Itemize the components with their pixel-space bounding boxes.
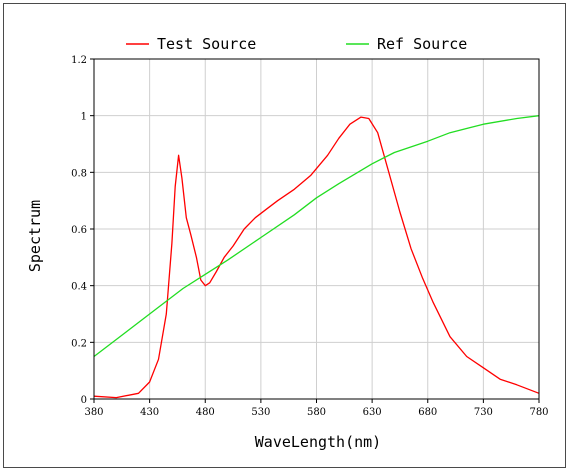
y-tick-label: 0.6	[71, 225, 87, 236]
y-tick-label: 0	[81, 395, 87, 406]
x-axis-label: WaveLength(nm)	[255, 433, 381, 451]
series-line-test-source	[93, 116, 540, 399]
x-tick-label: 580	[307, 407, 326, 418]
x-tick-label: 530	[251, 407, 270, 418]
x-tick-label: 480	[196, 407, 215, 418]
y-tick-label: 1	[81, 112, 87, 123]
x-tick-label: 380	[84, 407, 103, 418]
chart-frame: 380 430 480 530 580 630 680 730 780 0 0.2 0.4 0.6 0.8…	[3, 3, 566, 468]
legend-label-ref-source: Ref Source	[377, 35, 467, 53]
y-tick-label: 1.2	[71, 55, 87, 66]
legend-label-test-source: Test Source	[157, 35, 256, 53]
legend: Test Source Ref Source	[126, 35, 467, 53]
x-tick-label: 730	[474, 407, 493, 418]
x-tick-label: 680	[418, 407, 437, 418]
series-lines	[93, 115, 540, 399]
y-tick-label: 0.4	[71, 282, 87, 293]
y-tick-label: 0.2	[71, 338, 87, 349]
x-tick-label: 630	[363, 407, 382, 418]
x-tick-label: 430	[140, 407, 159, 418]
spectrum-chart: 380 430 480 530 580 630 680 730 780 0 0.2 0.4 0.6 0.8…	[26, 35, 549, 451]
y-tick-label: 0.8	[71, 168, 87, 179]
plot-area	[93, 58, 540, 400]
series-line-ref-source	[93, 115, 540, 358]
y-axis-label: Spectrum	[26, 200, 44, 272]
tick-labels: 380 430 480 530 580 630 680 730 780 0 0.2 0.4 0.6 0.8…	[71, 55, 548, 418]
x-tick-label: 780	[529, 407, 548, 418]
